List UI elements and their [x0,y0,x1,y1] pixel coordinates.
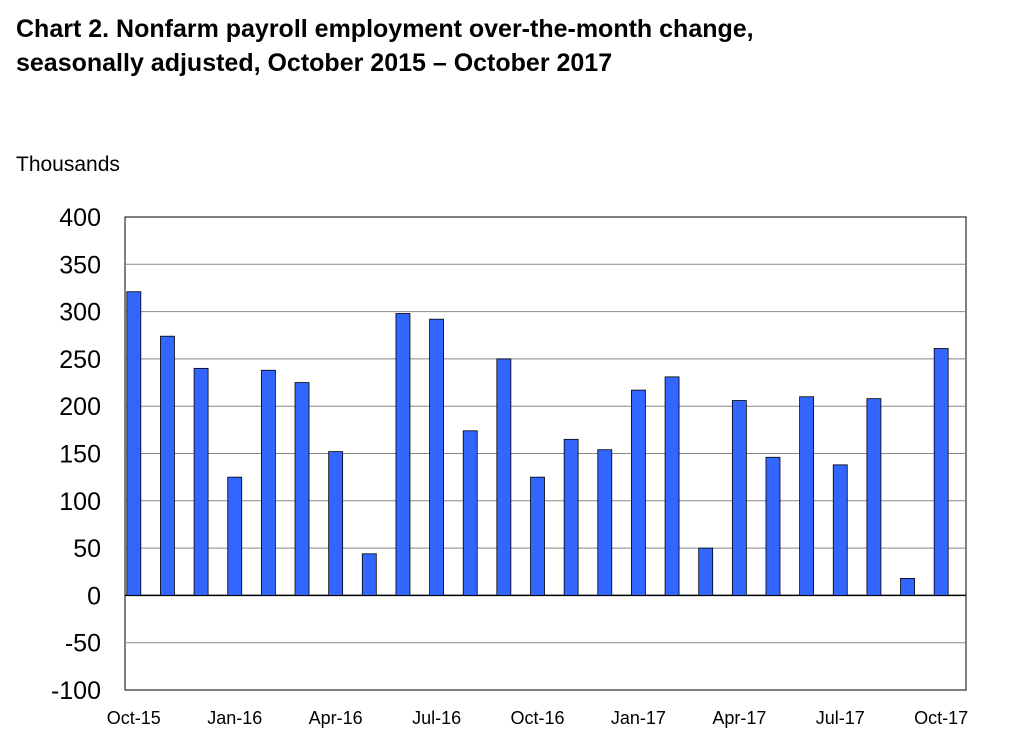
bar-feb-17 [664,376,680,596]
x-tick-label: Jul-17 [816,708,865,728]
bar-oct-17 [933,348,949,596]
bar-jun-17 [799,396,815,596]
x-tick-label: Jul-16 [412,708,461,728]
x-tick-label: Oct-16 [510,708,564,728]
bar-nov-16 [563,438,579,596]
bar-apr-16 [328,451,344,596]
bar-mar-16 [294,382,310,596]
bar-apr-17 [731,400,747,596]
y-axis-label: Thousands [16,153,120,176]
bar-nov-15 [160,335,175,596]
bar-may-17 [765,456,781,596]
bar-dec-16 [597,449,613,596]
y-tick-label: 100 [59,488,101,516]
bar-jul-16 [429,318,444,596]
bar-mar-17 [698,547,714,596]
bar-may-16 [361,553,377,596]
bar-feb-16 [260,369,276,596]
y-tick-label: 50 [73,535,101,563]
chart-title-line-2: seasonally adjusted, October 2015 – Octo… [16,49,613,77]
bar-jan-16 [227,476,243,596]
chart-title-line-1: Chart 2. Nonfarm payroll employment over… [16,15,754,43]
y-tick-label: -100 [51,677,101,705]
y-tick-label: 250 [59,346,101,374]
chart-title: Chart 2. Nonfarm payroll employment over… [16,12,754,80]
x-tick-label: Jan-17 [611,708,666,728]
x-tick-label: Apr-16 [309,708,363,728]
y-tick-label: 150 [59,441,101,469]
y-tick-label: 400 [59,204,101,232]
x-tick-label: Oct-17 [914,708,968,728]
y-tick-label: 200 [59,393,101,421]
bar-sep-17 [900,577,915,596]
y-tick-label: 300 [59,299,101,327]
bar-jun-16 [395,313,411,596]
bar-oct-15 [126,291,142,596]
bar-sep-16 [496,358,512,596]
bar-aug-16 [462,430,478,596]
x-tick-label: Jan-16 [207,708,262,728]
y-tick-label: 350 [59,251,101,279]
y-tick-label: 0 [87,582,101,610]
bar-oct-16 [530,476,545,596]
x-tick-label: Oct-15 [107,708,161,728]
bar-jul-17 [832,464,848,596]
x-tick-label: Apr-17 [712,708,766,728]
bar-aug-17 [866,398,882,596]
y-tick-label: -50 [65,630,101,658]
bar-dec-15 [193,367,209,596]
bar-jan-17 [631,389,646,596]
